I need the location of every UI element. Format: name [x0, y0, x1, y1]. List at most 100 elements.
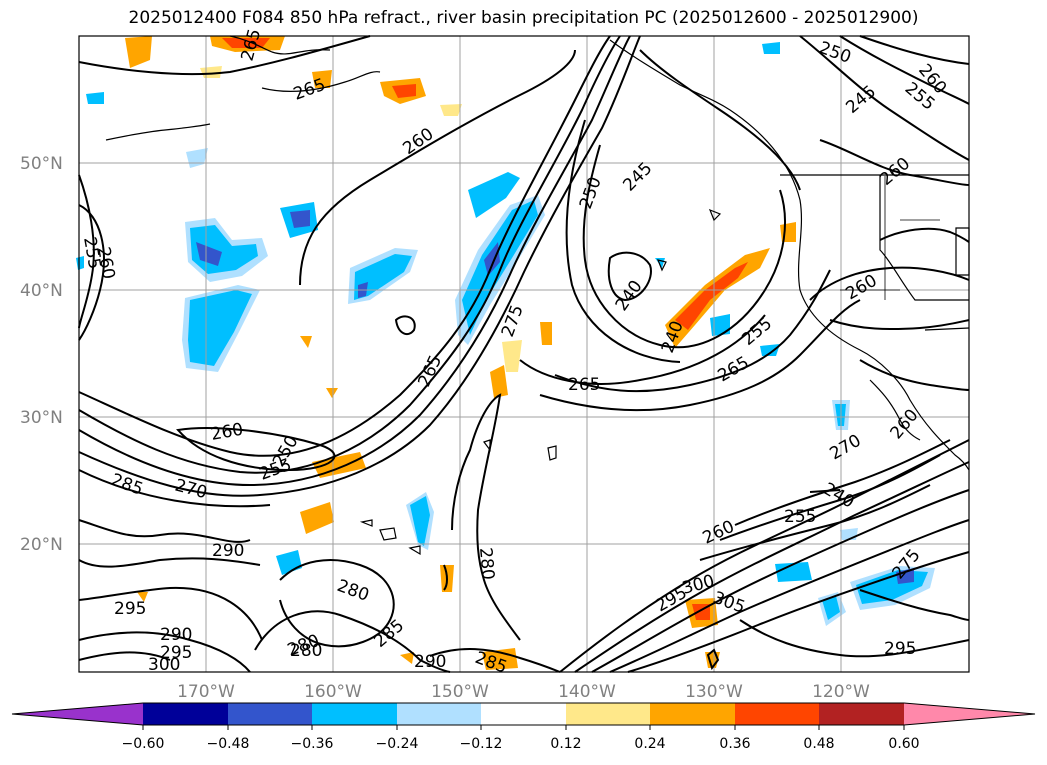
colorbar-segment [819, 703, 904, 725]
map-title: 2025012400 F084 850 hPa refract., river … [128, 8, 919, 28]
contour-label: 295 [884, 639, 916, 659]
contour-label: 280 [290, 641, 322, 661]
contour-label: 265 [715, 353, 753, 387]
lat-label: 50°N [20, 154, 63, 174]
contour-label: 265 [414, 352, 446, 390]
contour-label: 290 [212, 541, 244, 561]
contour-label: 245 [619, 158, 656, 195]
colorbar-segment [397, 703, 481, 725]
shade-positive [200, 66, 222, 78]
shade-positive [300, 502, 334, 534]
shade-negative [290, 210, 310, 228]
contour-label: 250 [816, 38, 853, 68]
shade-negative [775, 562, 812, 582]
colorbar-tick-label: −0.12 [460, 736, 503, 752]
shade-positive [780, 222, 796, 242]
contour-label: 260 [209, 420, 244, 445]
shade-positive [392, 84, 416, 98]
shade-positive [502, 340, 522, 372]
shade-negative [186, 148, 208, 168]
contour-label: 275 [498, 302, 528, 339]
contour-label: 265 [291, 75, 328, 105]
colorbar-tick-label: −0.24 [376, 736, 419, 752]
contour-label: 290 [160, 625, 192, 645]
contour-label: 240 [612, 277, 647, 315]
contour-label: 260 [93, 245, 118, 280]
colorbar-extend-low [12, 703, 143, 725]
shade-negative [468, 172, 520, 218]
shade-positive [482, 648, 518, 670]
latitude-labels: 50°N 40°N 30°N 20°N [20, 154, 63, 555]
longitude-labels: 170°W 160°W 150°W 140°W 130°W 120°W [177, 682, 870, 702]
colorbar-tick-label: 0.48 [803, 736, 834, 752]
refractivity-contours [78, 35, 970, 673]
shade-negative [822, 596, 840, 620]
colorbar-segment [143, 703, 228, 725]
lat-label: 40°N [20, 281, 63, 301]
shade-negative [196, 242, 222, 266]
precip-shading [76, 36, 935, 670]
map-frame [78, 35, 970, 673]
shade-positive [400, 652, 414, 664]
colorbar-tick-label: 0.60 [888, 736, 919, 752]
shade-positive [125, 36, 152, 68]
colorbar-segment [735, 703, 819, 725]
shade-positive [540, 322, 552, 345]
colorbar-tick-label: −0.36 [291, 736, 334, 752]
shade-negative [655, 258, 665, 268]
shade-positive [312, 70, 332, 88]
shade-positive [312, 452, 366, 478]
colorbar-tick-label: 0.36 [719, 736, 750, 752]
lat-label: 20°N [20, 535, 63, 555]
colorbar-segment [228, 703, 312, 725]
colorbar-segment [650, 703, 735, 725]
contour-label: 255 [784, 507, 816, 527]
contour-label: 260 [876, 154, 914, 190]
contour-label: 280 [475, 547, 498, 581]
contour-label: 285 [108, 470, 145, 500]
shade-positive [490, 365, 508, 398]
shade-negative [896, 568, 914, 584]
lon-label: 130°W [685, 682, 743, 702]
lon-label: 170°W [177, 682, 235, 702]
contour-label: 280 [334, 576, 371, 606]
colorbar-tick-label: −0.48 [207, 736, 250, 752]
lon-label: 120°W [812, 682, 870, 702]
graticule [79, 36, 969, 672]
shade-negative [86, 92, 104, 104]
contour-label: 265 [238, 27, 266, 64]
colorbar-segment [481, 703, 566, 725]
contour-label: 295 [114, 599, 146, 619]
shade-negative [410, 496, 430, 546]
contour-label: 245 [842, 82, 880, 118]
contour-label: 300 [148, 655, 180, 675]
shade-negative [354, 254, 412, 300]
colorbar-tick-label: 0.24 [634, 736, 665, 752]
shade-negative [760, 344, 780, 356]
contour-label: 260 [399, 124, 437, 159]
lat-label: 30°N [20, 408, 63, 428]
colorbar: −0.60 −0.48 −0.36 −0.24 −0.12 0.12 0.24 … [11, 702, 1036, 752]
shade-positive [137, 592, 148, 602]
shade-negative [76, 256, 84, 270]
colorbar-segment [312, 703, 397, 725]
lon-label: 150°W [431, 682, 489, 702]
shade-positive [300, 336, 312, 348]
colorbar-tick-label: −0.60 [122, 736, 165, 752]
shade-negative [710, 314, 730, 336]
shade-positive [326, 388, 338, 398]
contour-label: 290 [414, 652, 446, 672]
contour-label: 240 [658, 318, 688, 355]
contour-label: 270 [827, 431, 865, 465]
shade-positive [440, 104, 462, 116]
shade-negative [484, 242, 500, 276]
contour-label: 255 [738, 314, 776, 350]
shade-negative [856, 570, 928, 604]
colorbar-ticks [142, 725, 905, 730]
contour-label: 250 [576, 174, 606, 211]
lon-label: 160°W [304, 682, 362, 702]
contour-label: 265 [568, 375, 600, 395]
colorbar-extend-high [904, 703, 1035, 725]
shade-negative [762, 42, 780, 54]
